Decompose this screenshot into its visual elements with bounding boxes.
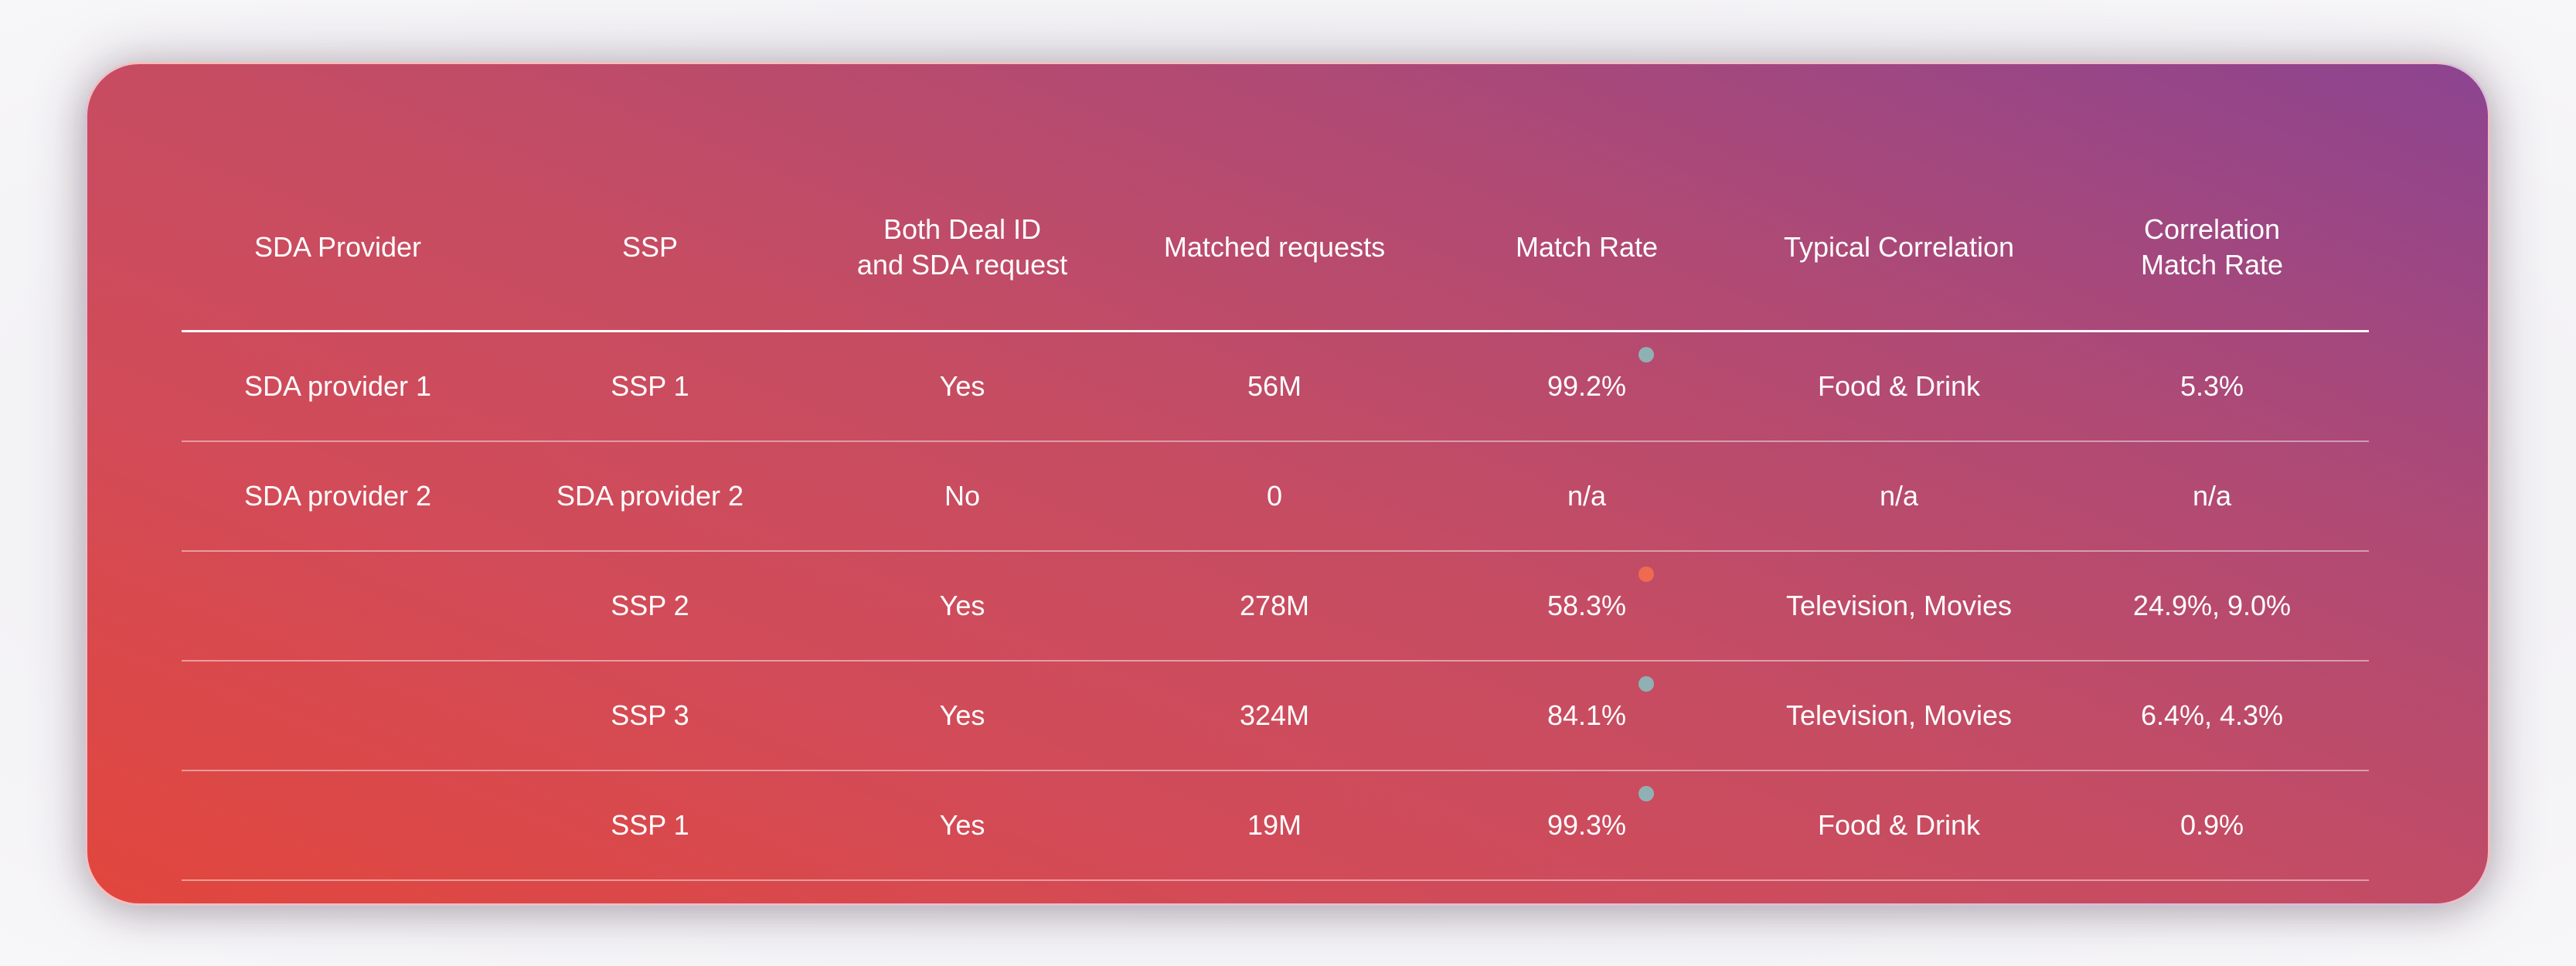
header-both-deal-id: Both Deal ID and SDA request <box>856 213 1068 281</box>
table-row: SDA provider 1 SSP 1 Yes 56M 99.2% Food … <box>182 332 2369 442</box>
status-dot-icon <box>1638 347 1655 362</box>
cell-ssp: SSP 1 <box>611 809 689 841</box>
cell-rate-value: 58.3% <box>1547 590 1627 621</box>
cell-matched: 278M <box>1239 590 1310 621</box>
cell-correlation: Television, Movies <box>1785 699 2013 731</box>
cell-rate-value: 84.1% <box>1547 699 1627 731</box>
cell-match-rate: 99.3% <box>1431 786 1743 843</box>
table-row: SDA provider 2 SDA provider 2 No 0 n/a n… <box>182 442 2369 552</box>
cell-ssp: SSP 1 <box>611 370 689 402</box>
rate-wrap: 99.3% <box>1547 786 1655 843</box>
cell-both: Yes <box>939 590 985 621</box>
status-dot-icon <box>1638 676 1655 692</box>
header-correlation-match-rate: Correlation Match Rate <box>2140 213 2284 281</box>
header-typical-correlation: Typical Correlation <box>1783 231 2015 263</box>
table-row: SSP 1 Yes 19M 99.3% Food & Drink 0.9% <box>182 771 2369 881</box>
rate-wrap: 58.3% <box>1547 566 1655 624</box>
cell-correlation: Television, Movies <box>1785 590 2013 621</box>
cell-matched: 56M <box>1247 370 1302 402</box>
cell-both: Yes <box>939 370 985 402</box>
rate-wrap: n/a <box>1567 478 1606 514</box>
cell-correlation-rate: 24.9%, 9.0% <box>2132 590 2292 621</box>
cell-match-rate: n/a <box>1431 478 1743 514</box>
data-card: SDA Provider SSP Both Deal ID and SDA re… <box>85 62 2490 906</box>
cell-correlation-rate: n/a <box>2192 480 2232 512</box>
rate-wrap: 99.2% <box>1547 347 1655 404</box>
cell-match-rate: 58.3% <box>1431 566 1743 624</box>
cell-matched: 324M <box>1239 699 1310 731</box>
cell-match-rate: 99.2% <box>1431 347 1743 404</box>
cell-correlation-rate: 6.4%, 4.3% <box>2140 699 2284 731</box>
status-dot-icon <box>1638 786 1655 801</box>
match-rate-table: SDA Provider SSP Both Deal ID and SDA re… <box>182 165 2369 881</box>
header-sda-provider: SDA Provider <box>254 231 422 263</box>
cell-correlation: Food & Drink <box>1817 809 1981 841</box>
cell-both: Yes <box>939 809 985 841</box>
cell-matched: 19M <box>1247 809 1302 841</box>
header-match-rate: Match Rate <box>1515 231 1659 263</box>
header-matched-requests: Matched requests <box>1163 231 1386 263</box>
cell-match-rate: 84.1% <box>1431 676 1743 733</box>
cell-provider: SDA provider 2 <box>243 480 432 512</box>
cell-rate-value: n/a <box>1567 480 1607 512</box>
rate-wrap: 84.1% <box>1547 676 1655 733</box>
cell-both: Yes <box>939 699 985 731</box>
table-row: SSP 2 Yes 278M 58.3% Television, Movies … <box>182 552 2369 662</box>
cell-matched: 0 <box>1266 480 1283 512</box>
cell-provider: SDA provider 1 <box>243 370 432 402</box>
table-row: SSP 3 Yes 324M 84.1% Television, Movies … <box>182 662 2369 771</box>
table-header: SDA Provider SSP Both Deal ID and SDA re… <box>182 165 2369 332</box>
cell-rate-value: 99.2% <box>1547 370 1627 402</box>
cell-both: No <box>944 480 981 512</box>
cell-ssp: SDA provider 2 <box>556 480 744 512</box>
cell-correlation-rate: 5.3% <box>2180 370 2244 402</box>
cell-correlation: n/a <box>1879 480 1919 512</box>
header-ssp: SSP <box>621 231 679 263</box>
cell-ssp: SSP 3 <box>611 699 689 731</box>
cell-rate-value: 99.3% <box>1547 809 1627 841</box>
cell-ssp: SSP 2 <box>611 590 689 621</box>
cell-correlation-rate: 0.9% <box>2180 809 2244 841</box>
status-dot-icon <box>1638 566 1655 582</box>
cell-correlation: Food & Drink <box>1817 370 1981 402</box>
